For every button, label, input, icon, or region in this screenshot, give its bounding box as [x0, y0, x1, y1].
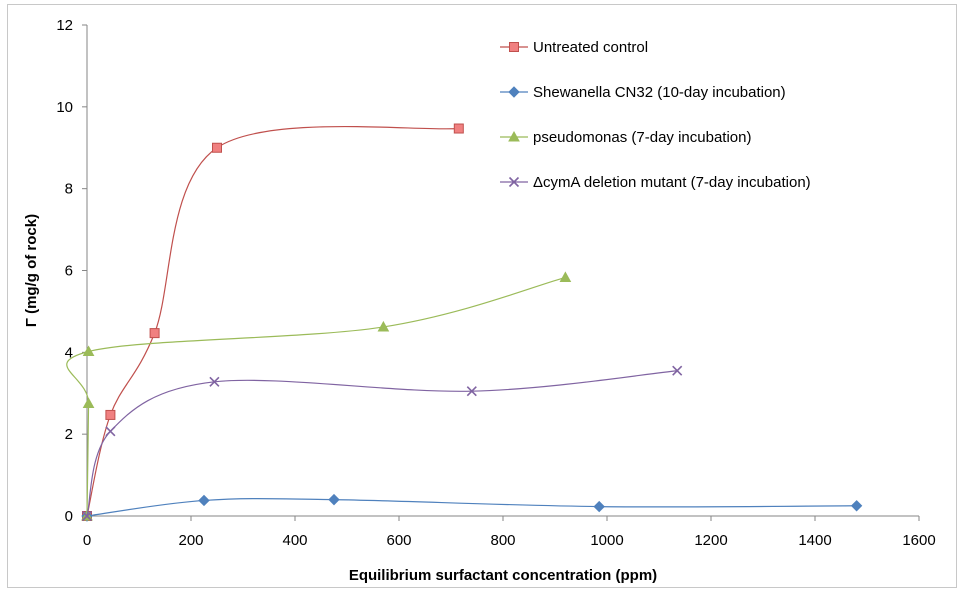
x-tick-label: 1600	[902, 532, 935, 549]
legend-entry: Shewanella CN32 (10-day incubation)	[500, 84, 786, 101]
series	[66, 123, 863, 522]
y-tick-label: 12	[56, 17, 73, 34]
series-0	[82, 123, 464, 521]
legend-label: Shewanella CN32 (10-day incubation)	[533, 84, 786, 101]
legend-entry: pseudomonas (7-day incubation)	[500, 129, 751, 146]
y-tick-label: 2	[65, 426, 73, 443]
x-tick-label: 1400	[798, 532, 831, 549]
legend-entry: Untreated control	[500, 39, 648, 56]
y-tick-label: 4	[65, 344, 73, 361]
y-axis-title: Γ (mg/g of rock)	[23, 214, 40, 327]
data-point	[209, 376, 220, 387]
series-1	[81, 493, 863, 522]
data-point	[453, 123, 464, 134]
legend-label: pseudomonas (7-day incubation)	[533, 129, 751, 146]
data-point	[672, 365, 683, 376]
data-point	[82, 345, 95, 357]
data-point	[105, 426, 116, 437]
data-point	[81, 510, 93, 522]
y-tick-label: 8	[65, 181, 73, 198]
x-tick-label: 400	[282, 532, 307, 549]
y-tick-label: 6	[65, 263, 73, 280]
x-tick-label: 1000	[590, 532, 623, 549]
legend-label: Untreated control	[533, 39, 648, 56]
series-2	[66, 271, 572, 521]
x-tick-label: 0	[83, 532, 91, 549]
data-point	[82, 397, 95, 408]
y-tick-label: 0	[65, 508, 73, 525]
data-point	[198, 494, 210, 507]
x-tick-label: 200	[178, 532, 203, 549]
y-tick-label: 10	[56, 99, 73, 116]
x-axis-title: Equilibrium surfactant concentration (pp…	[349, 567, 657, 584]
data-point	[212, 142, 222, 153]
series-3	[81, 365, 683, 522]
data-point	[466, 386, 477, 397]
data-point	[328, 493, 340, 506]
data-point	[850, 500, 863, 512]
x-tick-label: 600	[386, 532, 411, 549]
series-line	[86, 370, 678, 517]
legend-entry: ΔcymA deletion mutant (7-day incubation)	[500, 174, 811, 191]
series-line	[86, 498, 857, 517]
ticks: 0 2 4 6 8 10 12 0 200 400 600 800 1000 1200 1400 1600	[56, 17, 935, 549]
data-point	[149, 328, 160, 339]
legend-marker	[509, 42, 519, 52]
data-point	[377, 320, 390, 332]
axes	[86, 25, 919, 517]
x-tick-label: 1200	[694, 532, 727, 549]
legend-marker	[508, 176, 520, 188]
legend-marker	[508, 130, 520, 142]
series-line	[86, 125, 459, 517]
x-tick-label: 800	[490, 532, 515, 549]
data-point	[559, 271, 572, 282]
legend-label: ΔcymA deletion mutant (7-day incubation)	[533, 174, 811, 191]
legend-marker	[508, 86, 520, 98]
legend: Untreated control Shewanella CN32 (10-day…	[500, 39, 811, 191]
data-point	[105, 409, 116, 420]
series-line	[66, 276, 566, 517]
chart-area	[7, 4, 957, 588]
data-point	[593, 500, 605, 513]
